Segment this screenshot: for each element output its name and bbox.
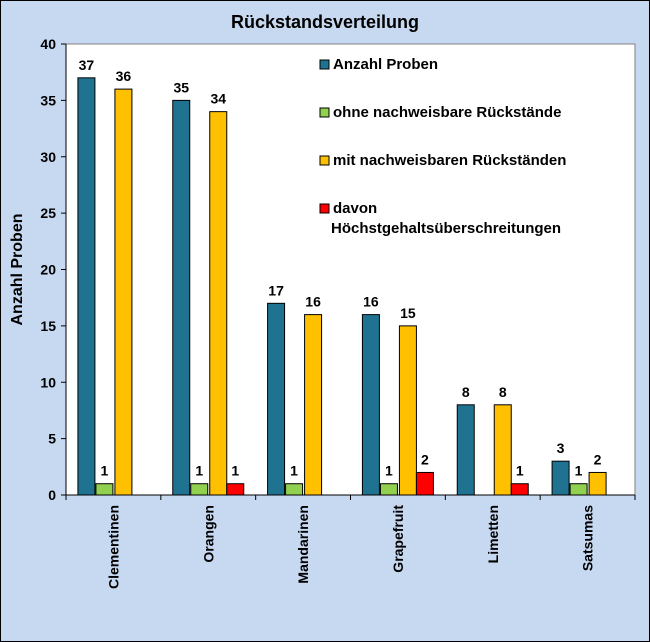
- data-label: 1: [101, 463, 109, 479]
- legend-label: davon: [333, 200, 377, 217]
- legend-swatch: [319, 59, 330, 70]
- x-tick-label: Limetten: [485, 505, 501, 563]
- bar: [361, 314, 380, 496]
- bar: [114, 88, 133, 496]
- bar: [285, 483, 304, 496]
- bar: [569, 483, 588, 496]
- y-tick-label: 40: [40, 36, 56, 52]
- bar: [456, 404, 475, 496]
- y-axis-title: Anzahl Proben: [9, 213, 26, 325]
- y-tick-label: 5: [48, 431, 56, 447]
- legend-label: ohne nachweisbare Rückstände: [333, 104, 561, 121]
- legend-swatch: [319, 107, 330, 118]
- y-tick-label: 30: [40, 149, 56, 165]
- data-label: 16: [305, 294, 321, 310]
- x-tick-label: Mandarinen: [295, 505, 311, 584]
- y-tick-label: 25: [40, 205, 56, 221]
- bar: [172, 99, 191, 496]
- bar: [209, 111, 228, 496]
- y-tick-label: 35: [40, 92, 56, 108]
- bar: [493, 404, 512, 496]
- legend-label: mit nachweisbaren Rückständen: [333, 152, 566, 169]
- data-label: 8: [462, 384, 470, 400]
- bar: [226, 483, 245, 496]
- chart-title: Rückstandsverteilung: [230, 12, 420, 32]
- data-label: 1: [385, 463, 393, 479]
- bar: [588, 471, 607, 496]
- x-tick-label: Satsumas: [580, 505, 596, 571]
- data-label: 2: [594, 451, 602, 467]
- data-label: 16: [363, 294, 379, 310]
- data-label: 36: [116, 68, 132, 84]
- data-label: 1: [516, 463, 524, 479]
- x-tick-label: Orangen: [200, 505, 216, 563]
- data-label: 1: [575, 463, 583, 479]
- y-tick-label: 10: [40, 374, 56, 390]
- data-label: 2: [421, 451, 429, 467]
- legend-label: Höchstgehaltsüberschreitungen: [331, 220, 561, 237]
- bar: [304, 314, 323, 496]
- bar: [77, 77, 96, 496]
- data-label: 34: [210, 91, 226, 107]
- x-tick-label: Grapefruit: [390, 505, 406, 573]
- bar: [190, 483, 209, 496]
- y-tick-label: 0: [48, 487, 56, 503]
- bar: [267, 302, 286, 496]
- bar: [551, 460, 570, 496]
- data-label: 37: [79, 57, 95, 73]
- data-label: 3: [557, 440, 565, 456]
- legend-label: Anzahl Proben: [333, 56, 438, 73]
- bar: [95, 483, 114, 496]
- legend-swatch: [319, 155, 330, 166]
- y-tick-label: 15: [40, 318, 56, 334]
- plot-area: [65, 43, 636, 496]
- data-label: 1: [290, 463, 298, 479]
- bar: [510, 483, 529, 496]
- bar: [398, 325, 417, 496]
- data-label: 35: [173, 79, 189, 95]
- data-label: 8: [499, 384, 507, 400]
- data-label: 1: [195, 463, 203, 479]
- data-label: 15: [400, 305, 416, 321]
- x-tick-label: Clementinen: [105, 505, 121, 589]
- data-label: 1: [231, 463, 239, 479]
- bar: [379, 483, 398, 496]
- data-label: 17: [268, 282, 284, 298]
- bar: [415, 471, 434, 496]
- y-tick-label: 20: [40, 262, 56, 278]
- legend-swatch: [319, 203, 330, 214]
